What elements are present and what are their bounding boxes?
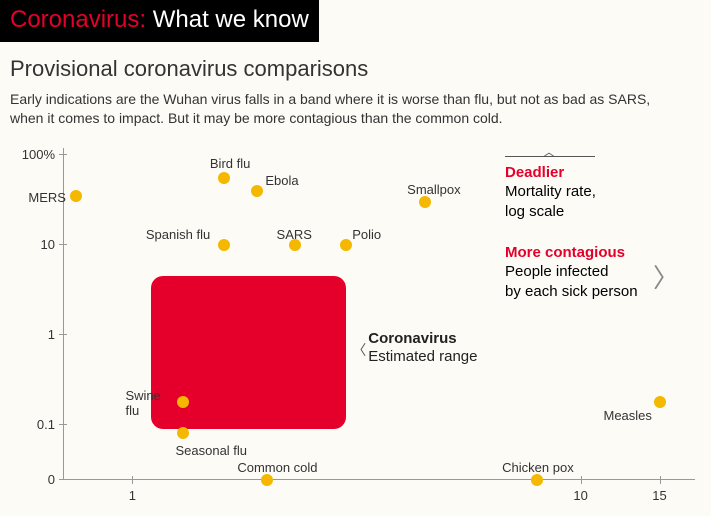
data-point-label: Spanish flu bbox=[146, 227, 210, 242]
data-point-label: Polio bbox=[352, 227, 381, 242]
legend-deadlier-sub2: log scale bbox=[505, 202, 596, 222]
x-axis-line bbox=[63, 479, 695, 480]
data-point bbox=[177, 427, 189, 439]
data-point-label: Measles bbox=[604, 408, 652, 423]
x-tick bbox=[660, 476, 661, 484]
coronavirus-label: CoronavirusEstimated range bbox=[368, 330, 477, 368]
y-tick bbox=[59, 334, 67, 335]
legend-deadlier: Deadlier Mortality rate, log scale bbox=[505, 163, 596, 222]
x-tick-label: 15 bbox=[652, 488, 666, 503]
data-point bbox=[531, 474, 543, 486]
data-point-label: Bird flu bbox=[210, 156, 250, 171]
legend-deadlier-caret-icon: ︿ bbox=[543, 143, 555, 160]
y-tick bbox=[59, 154, 67, 155]
y-tick-label: 0.1 bbox=[5, 417, 55, 432]
data-point-label: SARS bbox=[277, 227, 312, 242]
legend-deadlier-title: Deadlier bbox=[505, 163, 596, 183]
data-point bbox=[70, 190, 82, 202]
data-point-label: MERS bbox=[28, 190, 66, 205]
scatter-chart: CoronavirusEstimated range〈 MERS Bird flu E… bbox=[5, 138, 705, 508]
y-tick-label: 0 bbox=[5, 472, 55, 487]
title-white: What we know bbox=[153, 6, 309, 33]
data-point bbox=[218, 239, 230, 251]
x-tick bbox=[132, 476, 133, 484]
legend-contagious-sub2: by each sick person bbox=[505, 282, 638, 302]
x-tick-label: 10 bbox=[573, 488, 587, 503]
y-tick-label: 10 bbox=[5, 237, 55, 252]
legend-contagious-bracket-icon: 〉 bbox=[653, 258, 679, 295]
y-tick bbox=[59, 479, 67, 480]
x-tick bbox=[581, 476, 582, 484]
data-point bbox=[261, 474, 273, 486]
data-point bbox=[340, 239, 352, 251]
data-point-label: Smallpox bbox=[407, 182, 460, 197]
data-point bbox=[177, 396, 189, 408]
coronavirus-caret-icon: 〈 bbox=[352, 340, 366, 360]
x-tick-label: 1 bbox=[129, 488, 136, 503]
subtitle: Provisional coronavirus comparisons bbox=[10, 56, 701, 82]
data-point bbox=[218, 172, 230, 184]
legend-deadlier-sub1: Mortality rate, bbox=[505, 182, 596, 202]
y-tick bbox=[59, 424, 67, 425]
data-point-label: Ebola bbox=[265, 173, 298, 188]
data-point-label: Seasonal flu bbox=[175, 443, 247, 458]
data-point bbox=[251, 185, 263, 197]
data-point bbox=[654, 396, 666, 408]
y-tick-label: 1 bbox=[5, 327, 55, 342]
legend-contagious: More contagious People infected by each … bbox=[505, 243, 638, 302]
data-point-label: Common cold bbox=[237, 460, 317, 475]
data-point-label: Swineflu bbox=[125, 388, 160, 418]
legend-contagious-sub1: People infected bbox=[505, 262, 638, 282]
legend-contagious-title: More contagious bbox=[505, 243, 638, 263]
title-red: Coronavirus: bbox=[10, 6, 146, 33]
data-point-label: Chicken pox bbox=[502, 460, 574, 475]
y-tick-label: 100% bbox=[5, 147, 55, 162]
description: Early indications are the Wuhan virus fa… bbox=[10, 90, 670, 128]
data-point bbox=[419, 196, 431, 208]
title-banner: Coronavirus: What we know bbox=[0, 0, 319, 42]
y-tick bbox=[59, 244, 67, 245]
